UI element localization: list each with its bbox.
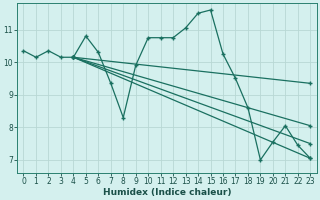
X-axis label: Humidex (Indice chaleur): Humidex (Indice chaleur) [103,188,231,197]
